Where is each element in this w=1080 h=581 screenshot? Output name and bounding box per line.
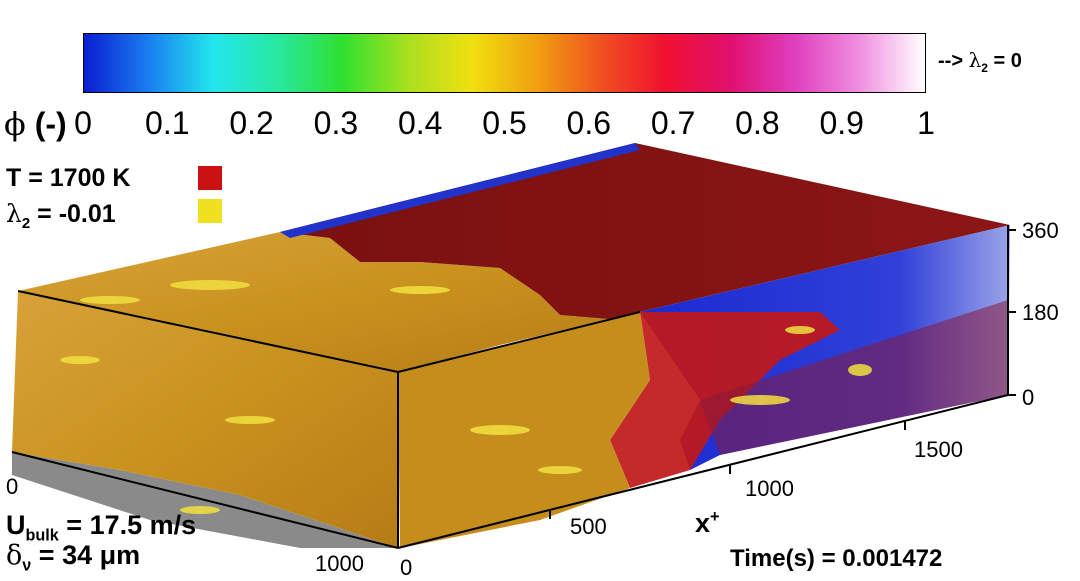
x-axis-label: x+ (695, 508, 720, 538)
colorbar-tick-label: 0.2 (229, 105, 274, 141)
colorbar-variable-label: ϕ (-) (4, 105, 67, 143)
colorbar-tick-label: 0.9 (819, 105, 864, 141)
x-tick-1500: 1500 (914, 437, 963, 462)
colorbar-tick-label: 0.4 (397, 105, 443, 141)
time-label: Time(s) = 0.001472 (730, 545, 943, 572)
z-tick-360: 360 (1022, 218, 1059, 243)
y-tick-0: 0 (6, 474, 19, 499)
bulk-velocity-label: Ubulk = 17.5 m/s (6, 510, 197, 545)
domain-box (11, 225, 1009, 549)
lambda-legend-label: λ2 = -0.01 (6, 199, 116, 232)
top-face-unburnt (18, 232, 640, 372)
colorbar-tick-label: 0.1 (145, 105, 190, 141)
axis-ticks (549, 229, 1016, 519)
colorbar (83, 33, 926, 93)
viscous-length-label: δν = 34 μm (6, 540, 141, 575)
vortex-structures (60, 280, 872, 514)
y-tick-1000: 1000 (315, 551, 364, 576)
colorbar-tick-label: 0.6 (566, 105, 612, 141)
left-front-face (12, 291, 398, 548)
origin-tick: 0 (400, 555, 413, 580)
colorbar-tick-label: 0.3 (313, 105, 359, 141)
lambda-swatch (198, 199, 222, 223)
colorbar-tick-label: 0.8 (735, 105, 780, 141)
x-tick-1000: 1000 (745, 476, 794, 501)
z-tick-0: 0 (1022, 385, 1035, 410)
flame-sheet-back (700, 300, 1008, 455)
colorbar-tick-label: 0 (74, 105, 92, 141)
colorbar-tick-label: 0.7 (650, 105, 696, 141)
top-edge-blue (280, 143, 640, 238)
colorbar-tick-label: 1 (917, 105, 935, 141)
colorbar-note: --> λ2 = 0 (938, 48, 1022, 75)
z-tick-180: 180 (1022, 300, 1059, 325)
x-tick-500: 500 (570, 514, 607, 539)
colorbar-tick-label: 0.5 (482, 105, 527, 141)
temperature-legend-label: T = 1700 K (6, 164, 131, 192)
temperature-swatch (198, 166, 222, 190)
